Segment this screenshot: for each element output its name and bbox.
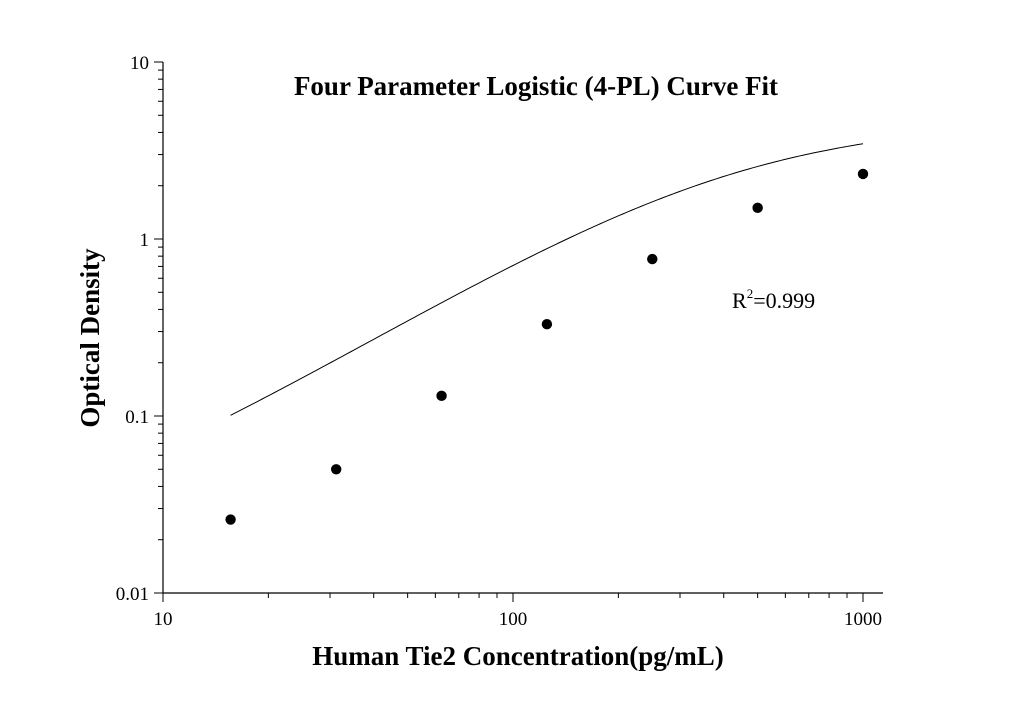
data-point — [225, 514, 236, 525]
data-point — [436, 390, 447, 402]
y-tick-label: 1 — [140, 230, 150, 251]
y-tick-label: 10 — [130, 53, 149, 74]
data-point — [330, 464, 342, 475]
y-tick-label: 0.1 — [125, 407, 149, 428]
data-point — [647, 253, 658, 265]
tick-labels: 10 100 1000 0.01 0.1 1 10 — [116, 53, 882, 630]
r-squared-base: R — [732, 288, 747, 313]
axes — [162, 62, 883, 594]
data-points — [225, 168, 869, 525]
ticks — [154, 61, 864, 602]
r-squared-superscript: 2 — [747, 286, 754, 301]
fit-curve — [230, 143, 864, 416]
data-point — [752, 202, 763, 214]
data-point — [541, 319, 553, 330]
r-squared-annotation: R2=0.999 — [732, 286, 815, 313]
x-tick-label: 1000 — [844, 609, 882, 630]
x-tick-label: 10 — [154, 609, 173, 630]
y-axis-title: Optical Density — [75, 248, 105, 428]
data-point — [857, 168, 869, 180]
chart-title: Four Parameter Logistic (4-PL) Curve Fit — [294, 71, 778, 101]
y-tick-label: 0.01 — [116, 584, 149, 605]
x-tick-label: 100 — [499, 609, 528, 630]
x-axis-title: Human Tie2 Concentration(pg/mL) — [312, 641, 724, 671]
r-squared-value: =0.999 — [753, 288, 815, 313]
